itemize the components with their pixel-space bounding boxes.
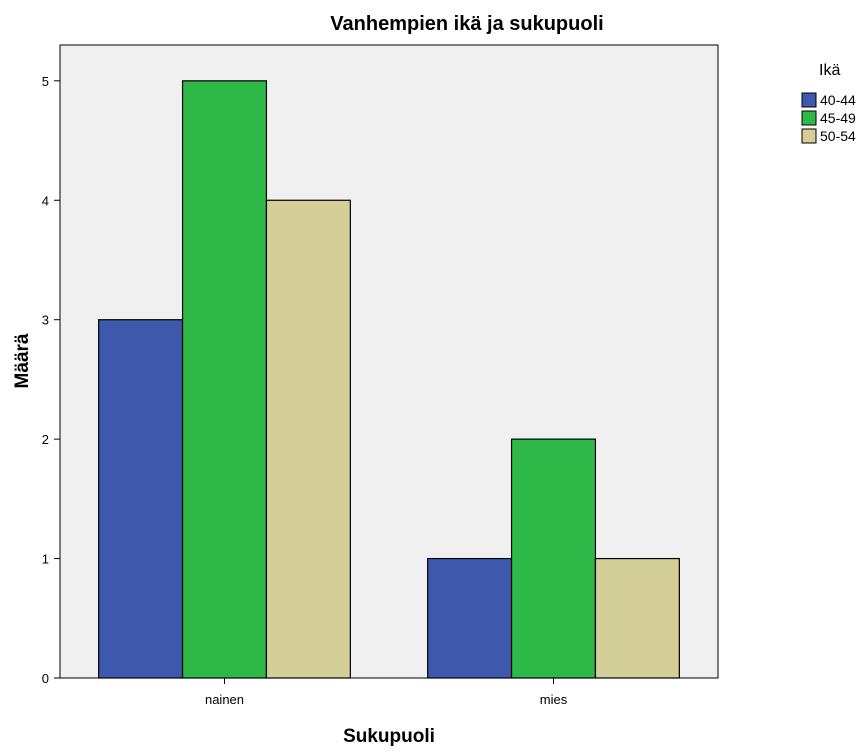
y-tick-label: 0	[42, 671, 49, 686]
y-tick-label: 2	[42, 432, 49, 447]
legend-title: Ikä	[819, 62, 840, 79]
y-tick-label: 4	[42, 193, 49, 208]
legend-label: 40-44	[820, 92, 856, 108]
bars-group	[98, 80, 680, 679]
legend-label: 45-49	[820, 110, 856, 126]
y-tick-label: 5	[42, 74, 49, 89]
x-tick-label: nainen	[205, 692, 244, 707]
y-axis-title: Määrä	[12, 333, 33, 388]
bar-40-44-nainen	[98, 319, 184, 679]
y-tick-label: 3	[42, 313, 49, 328]
y-axis: 0 1 2 3 4 5	[42, 74, 60, 686]
y-tick-label: 1	[42, 552, 49, 567]
bar-45-49-mies	[510, 438, 597, 679]
x-axis-title: Sukupuoli	[343, 726, 435, 747]
bar-50-54-mies	[594, 557, 680, 679]
legend: Ikä 40-44 45-49 50-54	[801, 62, 856, 144]
legend-swatch	[801, 92, 817, 108]
bar-45-49-nainen	[181, 80, 268, 679]
legend-swatch	[801, 110, 817, 126]
legend-swatch	[801, 128, 817, 144]
x-axis: nainen mies	[205, 678, 568, 707]
chart-title: Vanhempien ikä ja sukupuoli	[330, 13, 603, 35]
legend-label: 50-54	[820, 128, 856, 144]
bar-50-54-nainen	[265, 199, 351, 679]
bar-40-44-mies	[427, 557, 513, 679]
x-tick-label: mies	[540, 692, 568, 707]
